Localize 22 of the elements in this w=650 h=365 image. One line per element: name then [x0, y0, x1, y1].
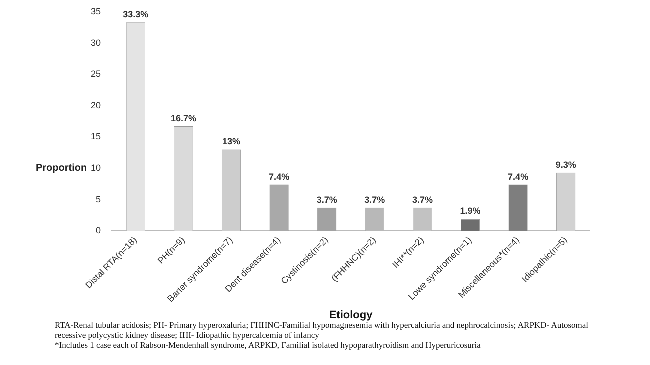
y-tick-label: 0 [96, 226, 102, 236]
y-tick-label: 25 [90, 69, 102, 80]
text: *Includes 1 case each of Rabson-Mendenhall syndrome, ARPKD, Familial isolated hypoparathyroidism and Hyperuricosuria [55, 340, 482, 350]
y-tick-label: 30 [90, 38, 102, 48]
data-label: 13% [222, 136, 241, 147]
y-tick-label: 35 [90, 6, 102, 16]
y-tick-label: 15 [90, 132, 102, 142]
y-tick-label: 20 [90, 100, 102, 110]
text: RTA-Renal tubular acidosis; PH- Primary hyperoxaluria; FHHNC-Familial hypomagnesemia with hypercalciuria and nephrocalcinosis; ARPKD- Autosomal recessive polycystic kidney disease; IHI- Idiopathic hypercalcemia of infancy [55, 320, 590, 340]
y-axis-title: Proportion [36, 163, 88, 174]
y-tick-label: 5 [96, 194, 102, 204]
data-label: 7.4% [269, 172, 290, 182]
data-label: 9.3% [556, 160, 576, 170]
data-label: 16.7% [170, 114, 196, 124]
data-label: 3.7% [412, 194, 433, 205]
data-label: 3.7% [316, 194, 338, 205]
y-tick-label: 10 [90, 162, 102, 173]
data-label: 1.9% [460, 206, 481, 216]
data-label: 33.3% [123, 10, 149, 20]
x-axis-title: Etiology [329, 309, 374, 322]
data-label: 3.7% [364, 194, 386, 205]
data-label: 7.4% [508, 172, 529, 182]
